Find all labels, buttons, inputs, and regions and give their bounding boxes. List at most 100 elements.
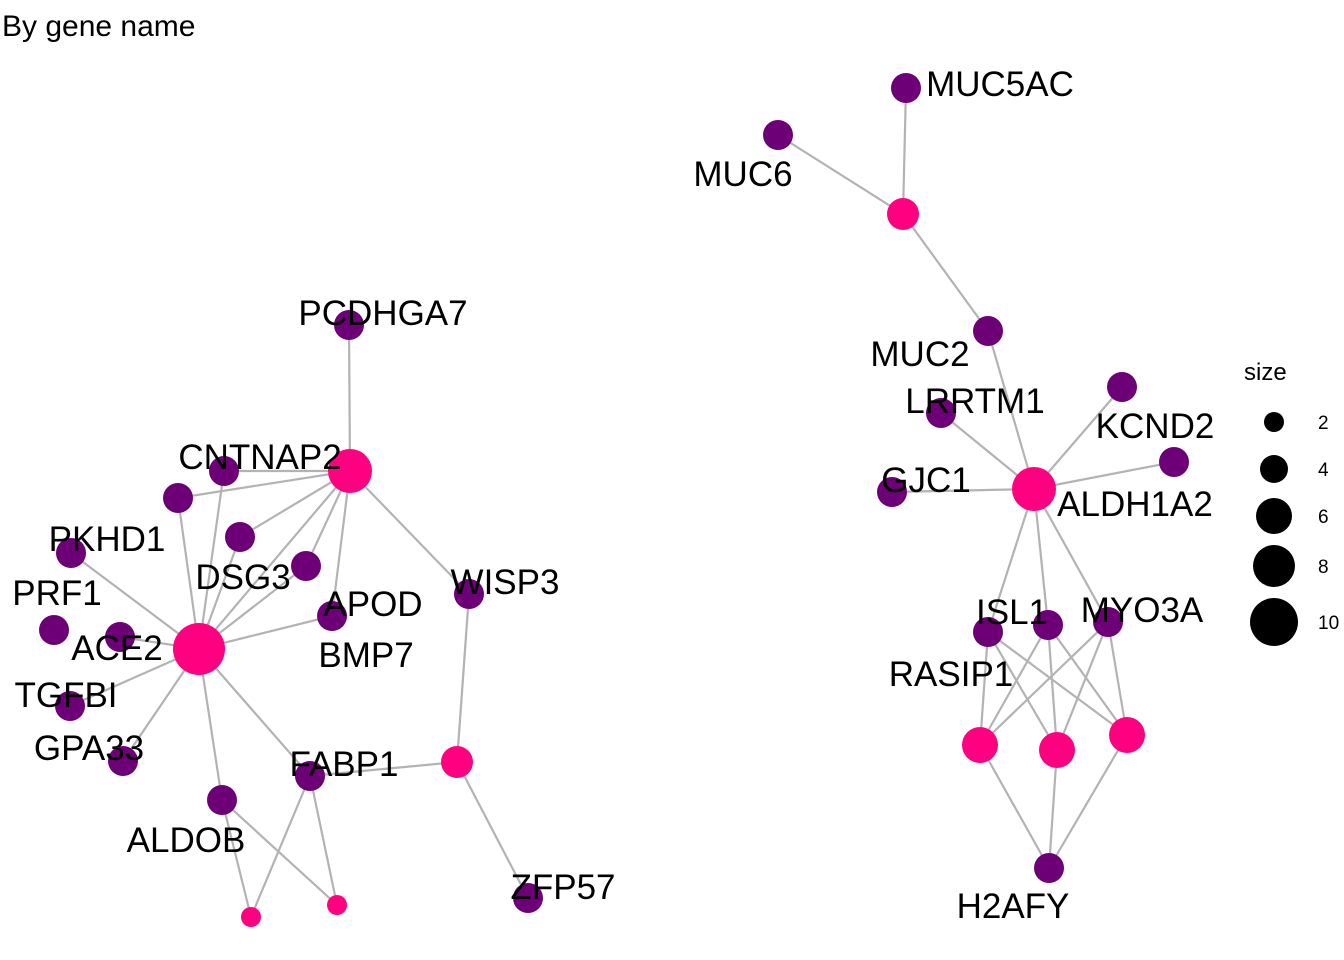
- category-node-c: [441, 746, 473, 778]
- legend-title: size: [1244, 359, 1287, 386]
- gene-label-wisp3: WISP3: [451, 563, 560, 602]
- edge-cat-i-RASIP1: [987, 631, 1058, 751]
- gene-node-wisp3: [454, 579, 484, 609]
- legend-label-4: 4: [1318, 460, 1329, 481]
- gene-label-isl1: ISL1: [976, 593, 1048, 632]
- gene-node-muc6: [763, 120, 793, 150]
- edge-cat-f-MUC6: [777, 134, 904, 215]
- edge-cat-c-WISP3: [455, 593, 471, 763]
- gene-label-pkhd1: PKHD1: [49, 520, 166, 559]
- edge-cat-g-GJC1: [891, 487, 1035, 494]
- gene-node-ace2: [105, 622, 135, 652]
- gene-node-prf1: [39, 615, 69, 645]
- label-layer: PCDHGA7 CNTNAP2 PKHD1 DSG3 PRF1 APOD WISP3 ACE2…: [12, 65, 1214, 926]
- edge-cat-g-ISL1: [1032, 488, 1050, 626]
- edge-cat-h-MYO3A: [979, 621, 1109, 746]
- gene-node-dsg3: [225, 522, 255, 552]
- edge-cat-a-PCDHGA7: [347, 324, 352, 472]
- edge-cat-b-FABP1: [198, 648, 311, 777]
- edge-cat-d-ALDOB: [220, 799, 253, 918]
- gene-label-gjc1: GJC1: [881, 461, 970, 500]
- gene-node-apod: [291, 551, 321, 581]
- category-node-e: [327, 895, 347, 915]
- edge-cat-h-ISL1: [979, 624, 1049, 746]
- edge-cat-h-H2AFY: [979, 744, 1050, 869]
- gene-label-bmp7: BMP7: [318, 636, 413, 675]
- gene-label-myo3a: MYO3A: [1081, 591, 1204, 630]
- edge-cat-j-H2AFY: [1048, 734, 1128, 869]
- size-legend: size 2 4 6 8 10: [1244, 359, 1339, 646]
- category-node-b: [173, 623, 225, 675]
- legend-label-6: 6: [1318, 507, 1329, 528]
- category-node-f: [887, 198, 919, 230]
- gene-node-lrrtm1: [926, 398, 956, 428]
- edge-cat-a-cat-b: [198, 470, 351, 650]
- category-node-g: [1012, 467, 1056, 511]
- category-node-a: [328, 449, 372, 493]
- edge-cat-a-BMP7: [330, 470, 352, 617]
- legend-swatch-6: [1256, 498, 1292, 534]
- gene-label-aldh1a2: ALDH1A2: [1057, 485, 1213, 524]
- gene-node-kcnd2: [1107, 372, 1137, 402]
- unlabeled-gene-node: [163, 483, 193, 513]
- legend-label-8: 8: [1318, 557, 1329, 578]
- gene-node-gjc1: [877, 477, 907, 507]
- edge-cat-e-ALDOB: [221, 799, 338, 906]
- edge-cat-a-WISP3: [349, 470, 470, 595]
- edge-cat-e-FABP1: [308, 775, 339, 906]
- gene-node-isl1: [1033, 610, 1063, 640]
- gene-label-aldob: ALDOB: [127, 821, 246, 860]
- gene-label-muc2: MUC2: [870, 335, 969, 374]
- edge-cat-i-MYO3A: [1055, 621, 1110, 751]
- edge-cat-h-RASIP1: [978, 631, 990, 746]
- gene-node-fabp1: [295, 761, 325, 791]
- edge-cat-g-MUC2: [986, 330, 1036, 490]
- edge-cat-j-MYO3A: [1106, 621, 1129, 736]
- gene-label-rasip1: RASIP1: [889, 655, 1014, 694]
- gene-label-muc6: MUC6: [693, 155, 792, 194]
- legend-swatch-2: [1264, 412, 1284, 432]
- category-node-i: [1039, 732, 1075, 768]
- category-node-d: [241, 907, 261, 927]
- gene-node-zfp57: [513, 883, 543, 913]
- gene-label-lrrtm1: LRRTM1: [905, 382, 1044, 421]
- gene-label-fabp1: FABP1: [290, 745, 399, 784]
- legend-label-10: 10: [1318, 613, 1339, 634]
- edge-cat-g-KCND2: [1033, 460, 1175, 491]
- edge-cat-b-CNTNAP2: [197, 470, 226, 650]
- category-node-j: [1109, 717, 1145, 753]
- gene-label-tgfbi: TGFBI: [14, 676, 117, 715]
- edge-cat-f-MUC2: [902, 213, 989, 332]
- edge-cat-j-ISL1: [1047, 624, 1128, 736]
- gene-node-muc2: [973, 316, 1003, 346]
- gene-label-ace2: ACE2: [71, 629, 162, 668]
- gene-label-muc5ac: MUC5AC: [926, 65, 1074, 104]
- edge-cat-i-H2AFY: [1047, 749, 1059, 869]
- gene-label-h2afy: H2AFY: [957, 887, 1070, 926]
- edge-cat-f-MUC5AC: [901, 87, 908, 215]
- edge-cat-c-FABP1: [309, 760, 458, 778]
- edge-cat-g-RASIP1: [986, 488, 1036, 633]
- gene-node-pcdhga7: [334, 310, 364, 340]
- gene-label-zfp57: ZFP57: [510, 868, 615, 907]
- gene-node-h2afy: [1034, 853, 1064, 883]
- edge-cat-g-KCND2: [1033, 386, 1123, 490]
- node-layer: [39, 73, 1189, 927]
- edge-cat-d-FABP1: [249, 775, 312, 918]
- edge-layer: [69, 87, 1175, 918]
- edge-cat-b-PKHD1: [70, 552, 200, 650]
- unlabeled-gene-2-node: [1159, 447, 1189, 477]
- plot-title: By gene name: [2, 10, 196, 43]
- gene-node-rasip1: [973, 617, 1003, 647]
- legend-swatch-4: [1260, 455, 1288, 483]
- gene-node-myo3a: [1093, 607, 1123, 637]
- edge-cat-a-unlabeled-gene: [177, 469, 351, 500]
- legend-swatch-10: [1250, 598, 1298, 646]
- category-node-h: [962, 727, 998, 763]
- edge-cat-g-MYO3A: [1033, 488, 1109, 623]
- gene-label-cntnap2: CNTNAP2: [178, 438, 341, 477]
- gene-node-gpa33: [108, 746, 138, 776]
- gene-node-bmp7: [317, 601, 347, 631]
